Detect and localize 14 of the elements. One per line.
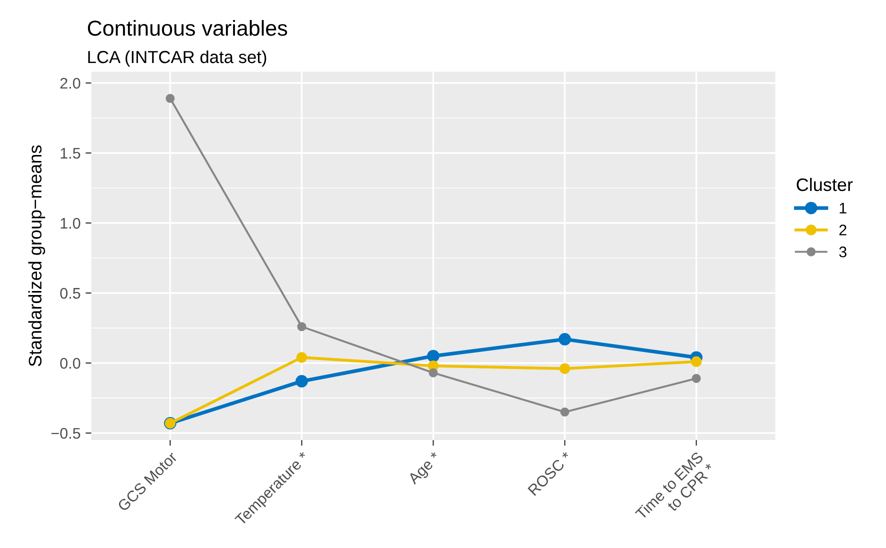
y-tick-label: 0.5 <box>60 288 80 299</box>
legend-title: Cluster <box>796 178 853 192</box>
legend-label: 1 <box>840 202 846 214</box>
chart-subtitle: LCA (INTCAR data set) <box>88 50 266 67</box>
y-tick-label: 1.0 <box>60 218 80 229</box>
x-tick-label: Age * <box>407 451 444 487</box>
y-tick-label: −0.5 <box>51 428 80 439</box>
chart-title: Continuous variables <box>88 20 288 36</box>
y-tick-label: 0.0 <box>60 358 80 369</box>
y-axis-title: Standardized group−means <box>28 145 46 366</box>
legend-label: 2 <box>839 224 846 236</box>
legend-label: 3 <box>839 246 846 258</box>
y-tick-label: 2.0 <box>60 78 80 89</box>
y-tick-label: 1.5 <box>60 148 80 159</box>
